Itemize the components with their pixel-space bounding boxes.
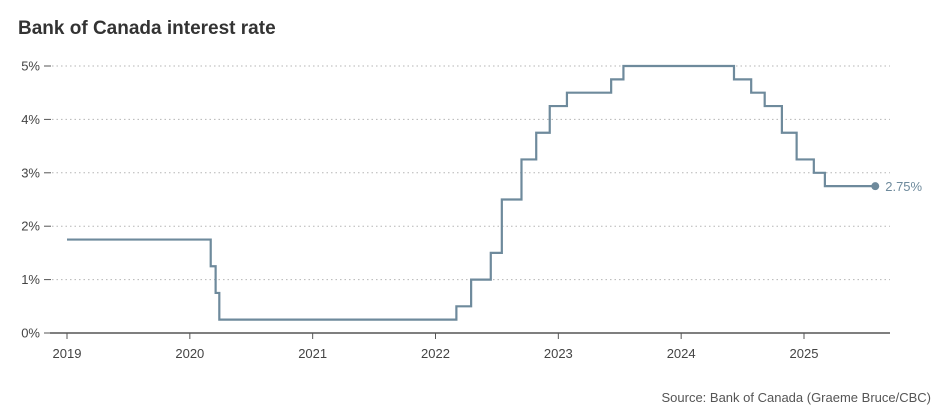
x-tick-label: 2020 [175,346,204,361]
y-tick-label: 5% [21,59,40,74]
x-axis: 2019 2020 2021 2022 2023 2024 2025 [50,332,890,361]
x-tick-label: 2023 [544,346,573,361]
end-marker [871,182,880,191]
x-tick-label: 2024 [667,346,696,361]
x-tick-label: 2022 [421,346,450,361]
end-value-label: 2.75% [885,179,922,194]
x-tick-label: 2025 [790,346,819,361]
y-tick-label: 4% [21,112,40,127]
y-tick-label: 1% [21,272,40,287]
x-tick-label: 2021 [298,346,327,361]
y-tick-label: 3% [21,165,40,180]
y-tick-label: 2% [21,219,40,234]
series-line [67,64,876,321]
chart-title: Bank of Canada interest rate [18,18,276,39]
y-axis-ticks: 0% 1% 2% 3% 4% 5% [21,59,51,341]
source-note: Source: Bank of Canada (Graeme Bruce/CBC… [661,390,931,405]
x-tick-label: 2019 [53,346,82,361]
series-layer: 2.75% [67,64,923,321]
y-tick-label: 0% [21,326,40,341]
